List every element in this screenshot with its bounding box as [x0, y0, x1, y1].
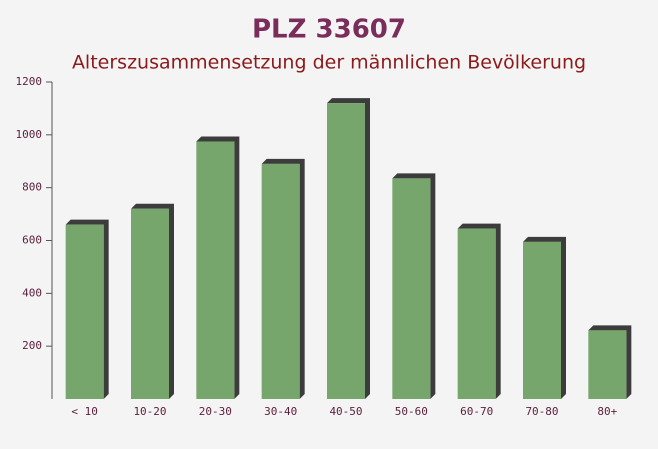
- bar-shadow: [131, 203, 174, 399]
- bar-shadow: [65, 219, 109, 399]
- bar-shadow: [457, 223, 501, 399]
- x-tick-label: 80+: [597, 405, 617, 418]
- x-tick-label: 20-30: [199, 405, 232, 418]
- y-tick-label: 1200: [16, 75, 43, 88]
- x-tick-label: 40-50: [329, 405, 362, 418]
- y-tick-label: 1000: [16, 128, 43, 141]
- bar-shadow: [392, 173, 436, 399]
- bar-shadow: [261, 158, 305, 399]
- x-tick-label: 70-80: [525, 405, 558, 418]
- bar: [196, 141, 235, 399]
- x-tick-label: 30-40: [264, 405, 297, 418]
- bar: [327, 103, 365, 399]
- bar: [457, 228, 496, 399]
- x-tick-label: < 10: [71, 405, 98, 418]
- bar: [261, 163, 300, 399]
- y-tick-label: 600: [22, 234, 42, 247]
- chart-title: PLZ 33607: [252, 15, 406, 45]
- bar-shadow: [523, 236, 566, 399]
- x-tick-label: 60-70: [460, 405, 493, 418]
- y-tick-label: 200: [22, 339, 42, 352]
- chart-subtitle: Alterszusammensetzung der männlichen Bev…: [72, 52, 586, 74]
- bar: [392, 178, 431, 399]
- bar-shadow: [327, 98, 370, 399]
- bar: [523, 241, 561, 399]
- bar-shadow: [196, 136, 240, 399]
- bar-shadow: [588, 325, 632, 399]
- bar: [131, 208, 169, 399]
- y-tick-label: 400: [22, 286, 42, 299]
- x-tick-label: 50-60: [395, 405, 428, 418]
- x-tick-label: 10-20: [133, 405, 166, 418]
- bar: [588, 330, 627, 399]
- bar: [65, 224, 104, 399]
- y-tick-label: 800: [22, 181, 42, 194]
